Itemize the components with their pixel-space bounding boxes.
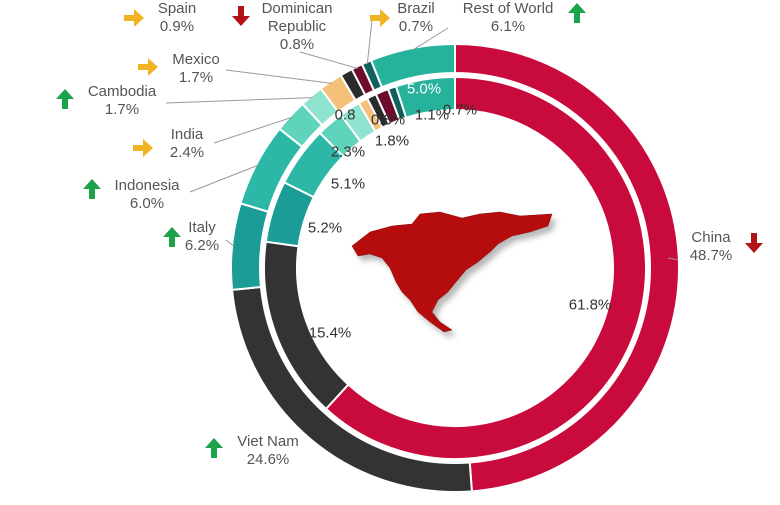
leader-line — [165, 97, 313, 104]
slice-label: Cambodia 1.7% — [72, 83, 172, 119]
leader-line — [225, 69, 332, 84]
slice-label: Indonesia 6.0% — [97, 177, 197, 213]
trend-arrow-flat — [370, 9, 390, 27]
inner-slice — [324, 75, 647, 460]
category-name: Indonesia — [114, 177, 180, 194]
trend-arrow-down — [232, 6, 250, 26]
category-name: Rest of World — [462, 0, 554, 17]
leader-line — [412, 27, 449, 51]
slice-label: Rest of World 6.1% — [453, 0, 563, 36]
category-name: Viet Nam — [237, 433, 299, 450]
value-label: 48.7% — [689, 247, 733, 264]
north-america-map — [351, 211, 553, 333]
trend-arrow-flat — [138, 58, 158, 76]
slice-label: Mexico 1.7% — [156, 51, 236, 87]
value-label: 6.0% — [129, 195, 165, 212]
category-name: Italy — [188, 219, 216, 236]
value-label: 6.2% — [184, 237, 220, 254]
inner-value-label: 61.8% — [568, 296, 612, 314]
leader-line — [667, 257, 677, 261]
inner-value-label: 0.8 — [334, 106, 356, 124]
leader-line — [189, 164, 259, 193]
category-name: Dominican Republic — [261, 0, 333, 35]
category-name: Mexico — [172, 51, 220, 68]
trend-arrow-up — [568, 3, 586, 23]
slice-label: Brazil 0.7% — [386, 0, 446, 36]
slice-label: Viet Nam 24.6% — [218, 433, 318, 469]
category-name: Spain — [157, 0, 197, 17]
inner-value-label: 5.0% — [406, 80, 442, 98]
inner-value-label: 2.3% — [330, 143, 366, 161]
slice-label: Dominican Republic 0.8% — [247, 0, 347, 54]
trend-arrow-up — [56, 89, 74, 109]
value-label: 1.7% — [104, 101, 140, 118]
outer-slice — [230, 202, 270, 291]
slice-label: China 48.7% — [661, 229, 761, 265]
value-label: 0.8% — [279, 36, 315, 53]
outer-slice — [369, 42, 456, 89]
leader-line — [366, 19, 373, 65]
value-label: 24.6% — [246, 451, 290, 468]
inner-value-label: 15.4% — [308, 324, 352, 342]
trend-arrow-up — [83, 179, 101, 199]
inner-value-label: 5.2% — [307, 219, 343, 237]
trend-arrow-down — [745, 233, 763, 253]
trend-arrow-flat — [133, 139, 153, 157]
inner-slice — [394, 75, 456, 119]
category-name: China — [691, 229, 731, 246]
value-label: 0.9% — [159, 18, 195, 35]
category-name: Cambodia — [87, 83, 157, 100]
slice-label: Italy 6.2% — [172, 219, 232, 255]
leader-line — [299, 51, 358, 69]
value-label: 2.4% — [169, 144, 205, 161]
category-name: India — [170, 126, 204, 143]
value-label: 1.7% — [178, 69, 214, 86]
leader-line — [213, 116, 293, 144]
category-name: Brazil — [397, 0, 435, 17]
inner-value-label: 0.7% — [442, 101, 478, 119]
trend-arrow-flat — [124, 9, 144, 27]
trend-arrow-up — [163, 227, 181, 247]
inner-value-label: 0.8% — [370, 111, 406, 129]
inner-value-label: 1.8% — [374, 132, 410, 150]
leader-line — [225, 239, 235, 247]
trend-arrow-up — [205, 438, 223, 458]
value-label: 0.7% — [398, 18, 434, 35]
slice-label: India 2.4% — [147, 126, 227, 162]
slice-label: Spain 0.9% — [142, 0, 212, 36]
inner-value-label: 1.1% — [414, 106, 450, 124]
value-label: 6.1% — [490, 18, 526, 35]
inner-value-label: 5.1% — [330, 175, 366, 193]
